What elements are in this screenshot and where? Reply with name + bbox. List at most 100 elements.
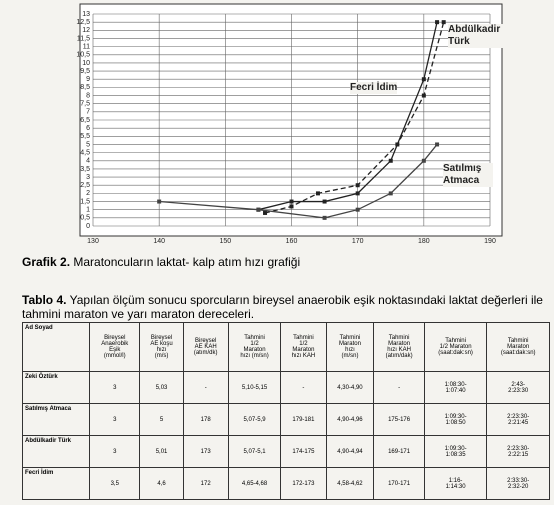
point bbox=[256, 207, 261, 212]
y-tick-label: 9 bbox=[86, 76, 90, 83]
point bbox=[435, 20, 440, 25]
y-tick-label: 11 bbox=[83, 43, 90, 50]
y-tick-label: 12,5 bbox=[76, 19, 90, 26]
table-cell: 170-171 bbox=[373, 467, 425, 500]
column-header: Ad Soyad bbox=[22, 322, 90, 372]
point bbox=[355, 207, 360, 212]
column-header: Tahmini 1/2 Maraton (saat:dak:sn) bbox=[423, 322, 488, 372]
table: Ad Soyad Bireysel Anaerobik Eşik (mmol/l)… bbox=[22, 322, 550, 500]
table-cell: 174-175 bbox=[280, 435, 327, 468]
x-tick-label: 140 bbox=[153, 238, 165, 245]
table-cell: 172 bbox=[182, 467, 229, 500]
point bbox=[157, 199, 162, 204]
table-cell: Abdülkadir Türk bbox=[22, 435, 90, 468]
y-tick-label: 7 bbox=[86, 109, 90, 116]
table-cell: Zeki Öztürk bbox=[22, 371, 90, 404]
point bbox=[355, 191, 360, 196]
x-tick-label: 150 bbox=[219, 238, 231, 245]
table-row: Zeki Öztürk 3 5,03-5,10-5,15-4,30-4,90-1:0… bbox=[22, 371, 550, 404]
y-tick-label: 0 bbox=[86, 223, 90, 230]
y-tick-label: 1 bbox=[86, 207, 90, 214]
column-header: Bireysel AE koşu hızı (m/s) bbox=[139, 322, 184, 372]
table-cell: - bbox=[182, 371, 229, 404]
point bbox=[421, 77, 426, 82]
y-tick-label: 8,5 bbox=[80, 84, 90, 91]
y-tick-label: 5 bbox=[86, 141, 90, 148]
table-cell: 3 bbox=[88, 435, 141, 468]
y-tick-label: 9,5 bbox=[80, 68, 90, 75]
point bbox=[421, 93, 426, 98]
table-cell: 4,58-4,62 bbox=[325, 467, 375, 500]
point bbox=[289, 199, 294, 204]
column-header: Tahmini Maraton hızı KAH (atım/dak) bbox=[373, 322, 425, 372]
table-cell: 178 bbox=[182, 403, 229, 436]
point bbox=[395, 142, 400, 147]
point bbox=[441, 20, 446, 25]
y-tick-label: 1,5 bbox=[80, 198, 90, 205]
point bbox=[322, 215, 327, 220]
chart: 00,511,522,533,544,555,566,577,588,599,5… bbox=[76, 3, 503, 245]
caption-text: Maratoncuların laktat- kalp atım hızı gr… bbox=[73, 255, 301, 269]
table-cell: 1:09:30- 1:08:35 bbox=[423, 435, 488, 468]
table-cell: 4,90-4,96 bbox=[325, 403, 375, 436]
point bbox=[355, 183, 360, 188]
x-tick-label: 170 bbox=[352, 238, 364, 245]
table-cell: Satılmış Atmaca bbox=[22, 403, 90, 436]
x-tick-label: 160 bbox=[286, 238, 298, 245]
series-label: Abdülkadir Türk bbox=[448, 24, 508, 48]
column-header: Bireysel AE KAH (atım/dk) bbox=[182, 322, 229, 372]
caption: Grafik 2. Maratoncuların laktat- kalp at… bbox=[22, 255, 300, 269]
point bbox=[322, 199, 327, 204]
column-header: Tahmini 1/2 Maraton hızı (m/sn) bbox=[227, 322, 282, 372]
point bbox=[421, 158, 426, 163]
table-cell: 179-181 bbox=[280, 403, 327, 436]
table-cell: 172-173 bbox=[280, 467, 327, 500]
y-tick-label: 4 bbox=[86, 158, 90, 165]
table-cell: 175-176 bbox=[373, 403, 425, 436]
table-cell: - bbox=[280, 371, 327, 404]
point bbox=[388, 191, 393, 196]
table-cell: 1:16- 1:14:30 bbox=[423, 467, 488, 500]
y-tick-label: 3 bbox=[86, 174, 90, 181]
table-row: Fecri İdim 3,5 4,6 172 4,65-4,68 172-173 4,58-… bbox=[22, 467, 550, 500]
x-tick-label: 190 bbox=[484, 238, 496, 245]
table-cell: 2:23:30- 2:21:45 bbox=[486, 403, 550, 436]
column-header: Tahmini Maraton hızı (m/sn) bbox=[325, 322, 375, 372]
y-tick-label: 5,5 bbox=[80, 133, 90, 140]
table-cell: 173 bbox=[182, 435, 229, 468]
table-cell: Fecri İdim bbox=[22, 467, 90, 500]
table-title-label: Tablo 4. bbox=[22, 293, 67, 307]
table-cell: - bbox=[373, 371, 425, 404]
table-row: Abdülkadir Türk 3 5,01 173 5,07-5,1 174-175 4,… bbox=[22, 435, 550, 468]
caption-label: Grafik 2. bbox=[22, 255, 71, 269]
point bbox=[388, 158, 393, 163]
table-cell: 5,03 bbox=[139, 371, 184, 404]
column-header: Tahmini 1/2 Maraton hızı KAH bbox=[280, 322, 327, 372]
series-label: Satılmış Atmaca bbox=[443, 163, 493, 187]
column-header: Tahmini Maraton (saat:dak:sn) bbox=[486, 322, 550, 372]
y-tick-label: 0,5 bbox=[80, 215, 90, 222]
column-header: Bireysel Anaerobik Eşik (mmol/l) bbox=[88, 322, 141, 372]
series-label: Fecri İdim bbox=[350, 82, 398, 94]
point bbox=[289, 204, 294, 209]
table-title-text: Yapılan ölçüm sonucu sporcuların bireyse… bbox=[22, 293, 543, 321]
y-tick-label: 3,5 bbox=[80, 166, 90, 173]
table-cell: 3 bbox=[88, 403, 141, 436]
x-tick-label: 180 bbox=[418, 238, 430, 245]
y-tick-label: 7,5 bbox=[80, 101, 90, 108]
y-tick-label: 11,5 bbox=[77, 35, 90, 42]
table-cell: 2:43- 2:23:30 bbox=[486, 371, 550, 404]
table-cell: 1:08:30- 1:07:40 bbox=[423, 371, 488, 404]
y-tick-label: 12 bbox=[82, 27, 90, 34]
y-tick-label: 4,5 bbox=[80, 149, 90, 156]
table-title: Tablo 4. Yapılan ölçüm sonucu sporcuları… bbox=[22, 293, 550, 321]
table-cell: 5,07-5,1 bbox=[227, 435, 282, 468]
table-cell: 1:09:30- 1:08:50 bbox=[423, 403, 488, 436]
x-tick-label: 130 bbox=[87, 238, 99, 245]
y-tick-label: 13 bbox=[82, 11, 90, 18]
y-tick-label: 6 bbox=[86, 125, 90, 132]
table-cell: 2:33:30- 2:32-20 bbox=[486, 467, 550, 500]
table-cell: 3,5 bbox=[88, 467, 141, 500]
table-cell: 3 bbox=[88, 371, 141, 404]
